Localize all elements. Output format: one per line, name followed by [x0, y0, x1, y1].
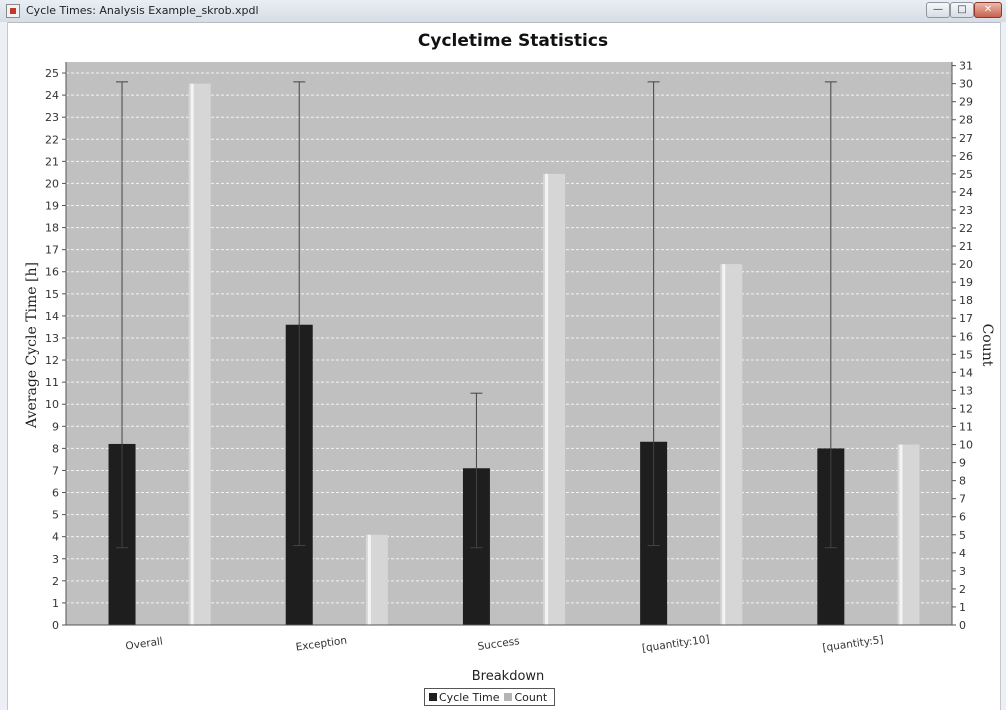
- bar-count: [543, 173, 566, 625]
- chart-legend: Cycle Time Count: [424, 688, 556, 706]
- legend-swatch-cycle-time: [429, 693, 437, 701]
- y2-tick-label: 26: [959, 150, 973, 163]
- y2-tick-label: 1: [959, 601, 966, 614]
- y2-tick-label: 6: [959, 511, 966, 524]
- window-frame-left: [0, 22, 8, 710]
- y-tick-label: 15: [45, 288, 59, 301]
- y2-tick-label: 3: [959, 565, 966, 578]
- x-axis: Overall Exception Success [quantity:10] [qua…: [66, 624, 952, 655]
- legend-label-cycle-time: Cycle Time: [439, 690, 500, 704]
- bar-count-highlight: [367, 534, 371, 625]
- java-app-icon: [6, 4, 20, 18]
- window-titlebar: Cycle Times: Analysis Example_skrob.xpdl…: [0, 0, 1006, 23]
- x-tick-label: Exception: [295, 634, 348, 653]
- y2-tick-label: 30: [959, 78, 973, 91]
- y2-tick-label: 22: [959, 222, 973, 235]
- y2-tick-label: 31: [959, 60, 973, 73]
- y-tick-label: 4: [52, 531, 59, 544]
- window-title: Cycle Times: Analysis Example_skrob.xpdl: [26, 4, 259, 17]
- bar-count-highlight: [190, 83, 194, 625]
- y-axis-left: 0123456789101112131415161718192021222324…: [45, 62, 67, 632]
- y2-tick-label: 0: [959, 619, 966, 632]
- y-tick-label: 22: [45, 133, 59, 146]
- y-tick-label: 24: [45, 89, 59, 102]
- y2-axis-label: Count: [979, 324, 995, 367]
- y-tick-label: 2: [52, 575, 59, 588]
- y-tick-label: 12: [45, 354, 59, 367]
- bar-count: [897, 444, 920, 625]
- y-tick-label: 10: [45, 398, 59, 411]
- y2-tick-label: 23: [959, 204, 973, 217]
- y-tick-label: 1: [52, 597, 59, 610]
- x-tick-label: [quantity:5]: [822, 634, 884, 654]
- y2-tick-label: 7: [959, 493, 966, 506]
- y-tick-label: 23: [45, 111, 59, 124]
- maximize-button[interactable]: □: [950, 2, 974, 18]
- y-tick-label: 11: [45, 376, 59, 389]
- y-tick-label: 0: [52, 619, 59, 632]
- legend-item-cycle-time: Cycle Time: [429, 691, 499, 704]
- y-tick-label: 13: [45, 332, 59, 345]
- y-tick-label: 7: [52, 464, 59, 477]
- y-tick-label: 3: [52, 553, 59, 566]
- y2-tick-label: 28: [959, 114, 973, 127]
- y-axis-label: Average Cycle Time [h]: [24, 262, 40, 429]
- y2-tick-label: 24: [959, 186, 973, 199]
- y-tick-label: 8: [52, 442, 59, 455]
- y-tick-label: 18: [45, 222, 59, 235]
- y-axis-right: 0123456789101112131415161718192021222324…: [951, 60, 973, 632]
- y2-tick-label: 8: [959, 475, 966, 488]
- close-button[interactable]: ✕: [974, 2, 1002, 18]
- plot-area: [66, 62, 952, 625]
- legend-item-count: Count: [504, 691, 547, 704]
- y-tick-label: 20: [45, 177, 59, 190]
- y2-tick-label: 19: [959, 276, 973, 289]
- window-frame-right: [1000, 22, 1006, 710]
- minimize-button[interactable]: —: [926, 2, 950, 18]
- y2-tick-label: 16: [959, 330, 973, 343]
- x-tick-label: [quantity:10]: [641, 633, 710, 654]
- legend-label-count: Count: [514, 690, 548, 704]
- y2-tick-label: 9: [959, 457, 966, 470]
- y-tick-label: 14: [45, 310, 59, 323]
- y-tick-label: 17: [45, 244, 59, 257]
- y-tick-label: 16: [45, 266, 59, 279]
- x-axis-label: Breakdown: [472, 669, 545, 684]
- bar-count-highlight: [545, 173, 549, 625]
- y-tick-label: 19: [45, 200, 59, 213]
- bar-count: [720, 264, 743, 625]
- bar-count-highlight: [899, 444, 903, 625]
- y2-tick-label: 20: [959, 258, 973, 271]
- y2-tick-label: 17: [959, 312, 973, 325]
- y-tick-label: 6: [52, 487, 59, 500]
- y2-tick-label: 15: [959, 348, 973, 361]
- bar-count: [188, 83, 211, 625]
- y2-tick-label: 18: [959, 294, 973, 307]
- y2-tick-label: 27: [959, 132, 973, 145]
- chart-title: Cycletime Statistics: [418, 31, 608, 51]
- x-tick-label: Overall: [125, 635, 164, 652]
- y-tick-label: 9: [52, 420, 59, 433]
- y2-tick-label: 25: [959, 168, 973, 181]
- x-tick-label: Success: [477, 635, 521, 653]
- y2-tick-label: 2: [959, 583, 966, 596]
- y2-tick-label: 14: [959, 366, 973, 379]
- legend-swatch-count: [504, 693, 513, 701]
- y-tick-label: 21: [45, 155, 59, 168]
- bar-count-highlight: [722, 264, 726, 625]
- y2-tick-label: 11: [959, 421, 973, 434]
- y2-tick-label: 10: [959, 439, 973, 452]
- y2-tick-label: 12: [959, 402, 973, 415]
- y2-tick-label: 29: [959, 96, 973, 109]
- y2-tick-label: 13: [959, 384, 973, 397]
- y2-tick-label: 5: [959, 529, 966, 542]
- y2-tick-label: 21: [959, 240, 973, 253]
- error-bars: [116, 81, 837, 549]
- y-tick-label: 25: [45, 67, 59, 80]
- bar-count: [365, 534, 388, 625]
- y2-tick-label: 4: [959, 547, 966, 560]
- y-tick-label: 5: [52, 509, 59, 522]
